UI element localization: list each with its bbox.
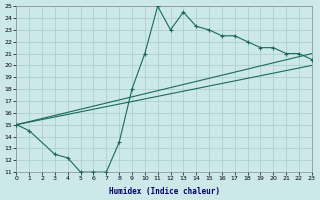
X-axis label: Humidex (Indice chaleur): Humidex (Indice chaleur) — [108, 187, 220, 196]
